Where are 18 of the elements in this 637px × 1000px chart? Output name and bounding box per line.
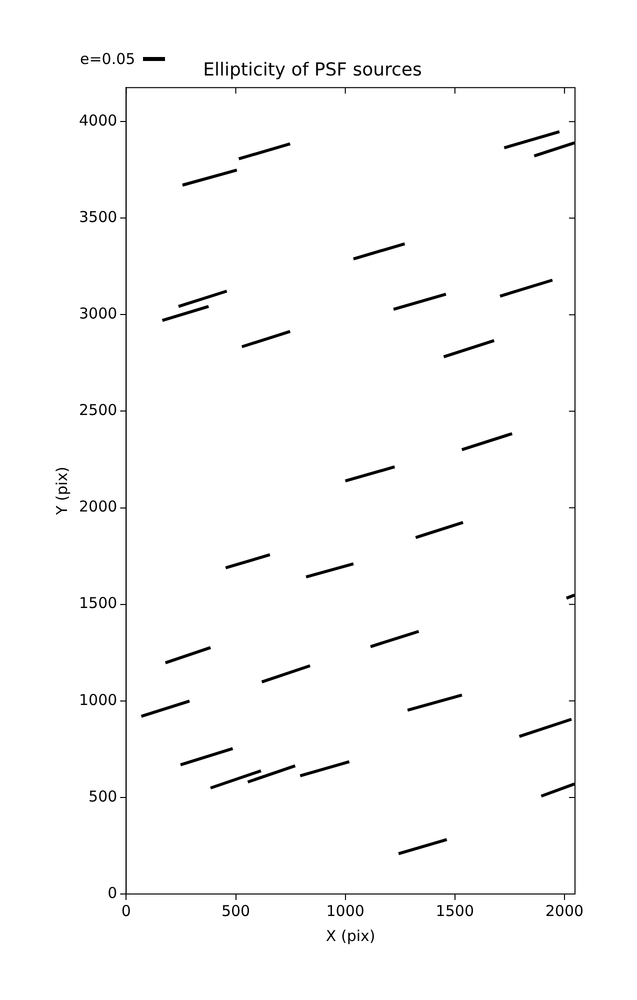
y-tick-label: 0	[108, 884, 118, 902]
x-tick-label: 1500	[436, 902, 474, 920]
x-tick-label: 0	[121, 902, 131, 920]
y-tick-label: 500	[88, 787, 118, 806]
y-tick-label: 3500	[78, 208, 118, 226]
y-tick-label: 1500	[78, 594, 118, 612]
y-tick-label: 2500	[78, 401, 118, 420]
x-tick-label: 2000	[545, 902, 584, 920]
y-axis-title: Y (pix)	[52, 466, 71, 516]
y-tick-label: 2000	[78, 498, 118, 516]
chart-title: Ellipticity of PSF sources	[203, 59, 422, 80]
x-tick-label: 1000	[326, 902, 364, 920]
y-tick-label: 3000	[78, 304, 118, 323]
y-tick-label: 4000	[78, 111, 118, 130]
x-tick-label: 500	[221, 902, 250, 920]
text: e=0.05	[80, 50, 136, 68]
x-axis-title: X (pix)	[326, 926, 376, 945]
y-tick-label: 1000	[78, 690, 118, 709]
